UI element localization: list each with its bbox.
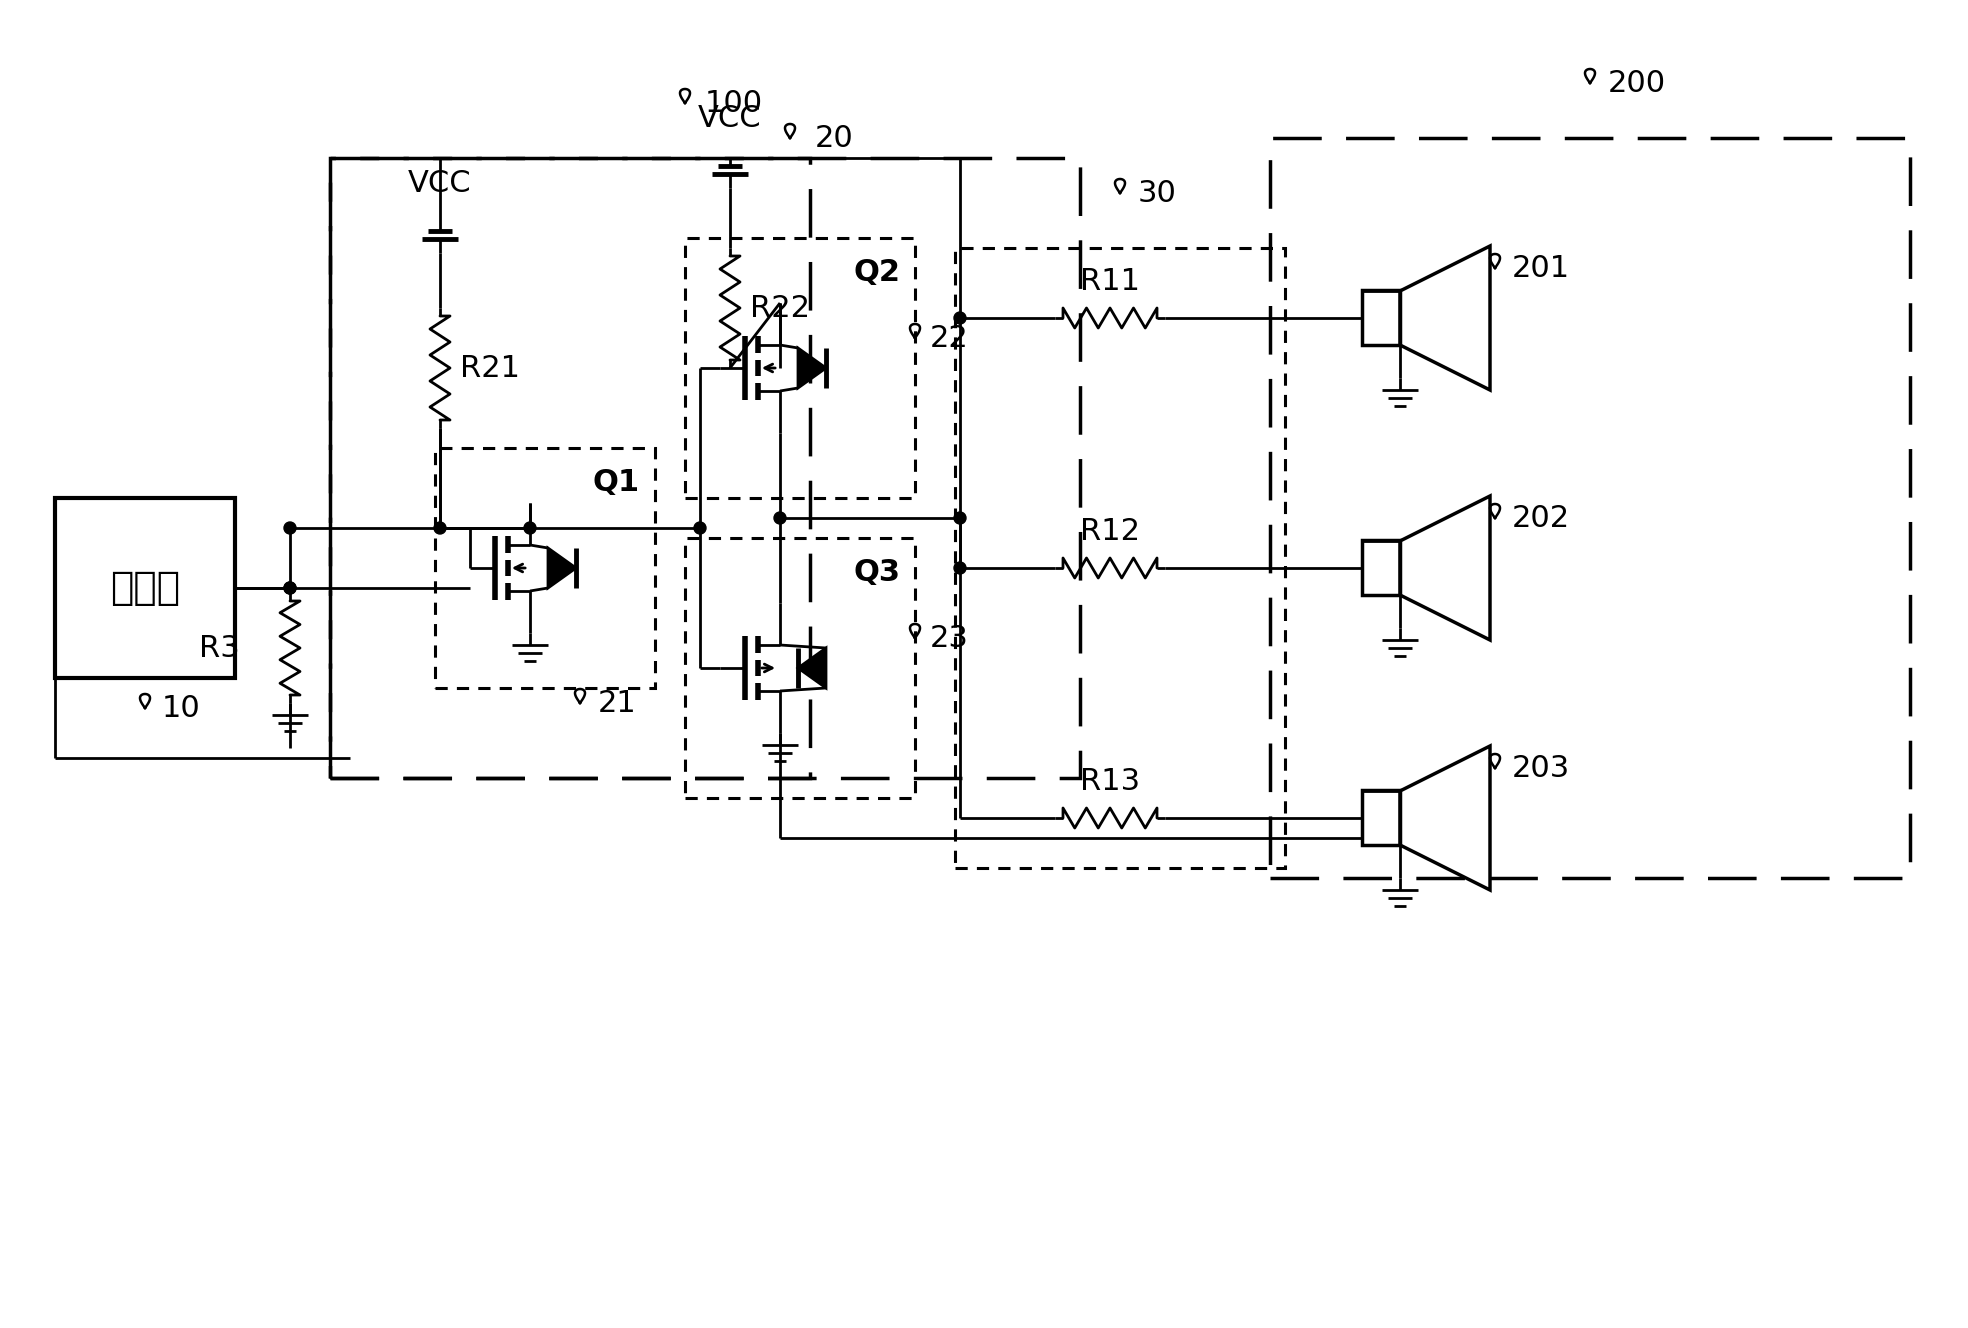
Text: Q3: Q3 [852, 558, 899, 587]
Circle shape [954, 312, 966, 324]
Circle shape [283, 522, 295, 534]
Circle shape [695, 522, 707, 534]
Circle shape [523, 522, 535, 534]
Bar [1269, 138, 1911, 878]
Text: 100: 100 [705, 89, 764, 117]
Bar [685, 538, 915, 798]
Text: 20: 20 [815, 124, 854, 153]
Text: 处理器: 处理器 [110, 568, 179, 607]
Text: 22: 22 [931, 324, 968, 352]
Text: R11: R11 [1080, 267, 1139, 296]
Polygon shape [547, 548, 577, 588]
Text: R21: R21 [461, 353, 520, 382]
Bar [331, 158, 1080, 778]
Bar [954, 248, 1285, 869]
Circle shape [773, 513, 785, 525]
Bar [1362, 540, 1399, 595]
Text: VCC: VCC [407, 169, 472, 198]
Polygon shape [797, 348, 827, 388]
Circle shape [954, 562, 966, 574]
Text: 21: 21 [598, 688, 638, 717]
Bar [1362, 290, 1399, 345]
Text: Q2: Q2 [852, 258, 899, 287]
Bar [435, 448, 655, 688]
Bar [1362, 790, 1399, 845]
Text: VCC: VCC [699, 104, 762, 133]
Text: 203: 203 [1511, 753, 1570, 782]
Bar [685, 238, 915, 498]
Bar [331, 158, 811, 778]
Bar [55, 498, 234, 679]
Text: 200: 200 [1608, 69, 1667, 97]
Text: 201: 201 [1511, 254, 1570, 283]
Circle shape [954, 513, 966, 525]
Text: R13: R13 [1080, 768, 1139, 795]
Text: 10: 10 [161, 693, 201, 722]
Text: R3: R3 [199, 633, 240, 663]
Circle shape [435, 522, 447, 534]
Text: R22: R22 [750, 293, 811, 323]
Text: Q1: Q1 [592, 467, 640, 497]
Text: 30: 30 [1138, 178, 1177, 207]
Circle shape [283, 582, 295, 594]
Circle shape [283, 582, 295, 594]
Text: 23: 23 [931, 624, 968, 652]
Text: R12: R12 [1080, 517, 1139, 546]
Polygon shape [797, 648, 827, 688]
Text: 202: 202 [1511, 503, 1570, 533]
